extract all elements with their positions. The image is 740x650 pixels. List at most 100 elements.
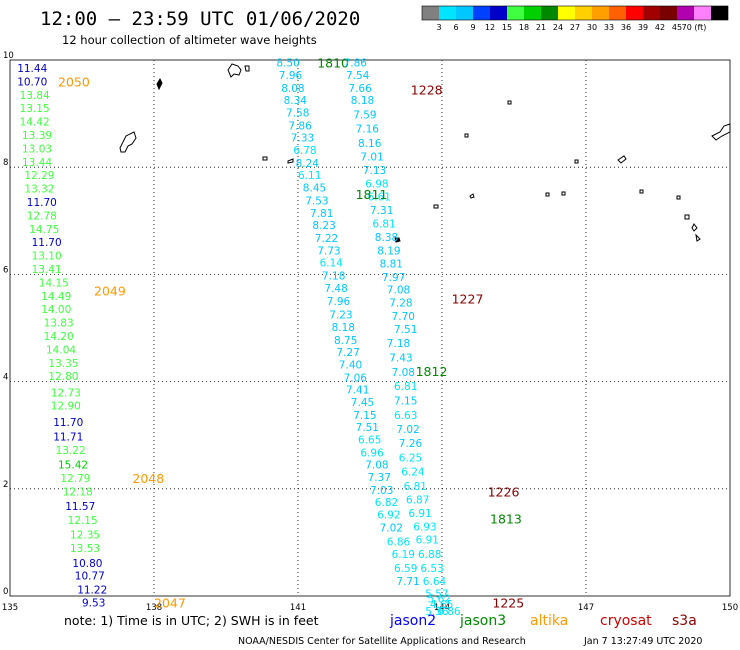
units-note: note: 1) Time is in UTC; 2) SWH is in fe… [64, 613, 319, 628]
pass-number-label: 1228 [411, 82, 443, 97]
wave-height-value: 13.41 [32, 264, 62, 276]
color-swatch [456, 6, 473, 20]
wave-height-value: 7.28 [389, 297, 412, 309]
wave-height-value: 6.98 [365, 178, 388, 190]
longitude-tick-label: 141 [290, 603, 306, 613]
wave-height-value: 13.10 [32, 251, 62, 263]
credit-organization: NOAA/NESDIS Center for Satellite Applica… [238, 636, 526, 647]
color-scale-label: 70 (ft) [682, 23, 707, 32]
color-swatch [524, 6, 541, 20]
color-scale-label: 3 [436, 23, 441, 32]
wave-height-value: 12.73 [51, 387, 81, 399]
islet-7 [617, 155, 627, 164]
wave-height-value: 12.35 [70, 529, 100, 541]
wave-height-value: 7.97 [382, 272, 405, 284]
islet-6 [574, 159, 579, 164]
islet-2 [287, 158, 294, 164]
wave-height-value: 13.35 [48, 358, 78, 370]
wave-height-value: 11.71 [53, 431, 83, 443]
pass-number-label: 2048 [132, 471, 164, 486]
longitude-tick-label: 147 [578, 603, 594, 613]
color-swatch [609, 6, 626, 20]
wave-height-value: 8.08 [281, 83, 304, 95]
islet-3 [394, 237, 401, 243]
wave-height-value: 6.96 [360, 447, 384, 459]
wave-height-value: 12.29 [24, 170, 54, 182]
wave-height-value: 8.50 [276, 58, 299, 70]
wave-height-value: 7.37 [368, 472, 391, 484]
latitude-tick-label: 0 [3, 587, 8, 597]
color-swatch [490, 6, 507, 20]
wave-height-value: 5.62 [428, 594, 451, 606]
wave-height-value: 6.14 [320, 258, 344, 270]
legend-cryosat: cryosat [600, 613, 652, 629]
latitude-tick-label: 2 [3, 480, 8, 490]
wave-height-value: 6.64 [423, 576, 447, 588]
color-scale-label: 6 [453, 23, 458, 32]
wave-height-value: 7.71 [396, 576, 419, 588]
wave-height-value: 14.75 [29, 224, 59, 236]
wave-height-value: 6.92 [377, 510, 400, 522]
color-swatch [694, 6, 711, 20]
wave-height-value: 7.96 [279, 70, 303, 82]
color-scale-bar: 3 6 9 12 15 18 21 24 27 30 33 36 39 42 45 70 (ft) [421, 5, 729, 32]
wave-height-value: 6.25 [399, 453, 422, 465]
color-swatch [626, 6, 643, 20]
pass-number-label: 1810 [317, 56, 349, 71]
wave-height-value: 7.48 [324, 283, 347, 295]
wave-height-value: 7.26 [399, 438, 423, 450]
wave-height-value: 6.91 [416, 535, 439, 547]
wave-height-value: 7.08 [365, 460, 388, 472]
color-swatch [643, 6, 660, 20]
map-frame [9, 59, 731, 597]
wave-height-value: 14.00 [41, 304, 71, 316]
latitude-tick-label: 6 [3, 265, 8, 275]
wave-height-value: 10.77 [75, 571, 105, 583]
wave-height-value: 6.81 [372, 218, 395, 230]
color-swatch [473, 6, 490, 20]
wave-height-value: 7.51 [394, 324, 417, 336]
wave-height-value: 7.15 [394, 395, 417, 407]
wave-height-value: 13.83 [44, 318, 74, 330]
wave-height-value: 7.08 [387, 284, 410, 296]
wave-height-value: 8.24 [296, 158, 320, 170]
wave-height-value: 12.15 [68, 515, 98, 527]
wave-height-value: 8.18 [332, 322, 355, 334]
wave-height-value: 7.18 [322, 270, 345, 282]
wave-height-value: 6.78 [293, 145, 316, 157]
color-scale-label: 30 [587, 23, 597, 32]
wave-height-value: 7.08 [392, 367, 415, 379]
legend-s3a: s3a [672, 613, 697, 629]
wave-height-value: 7.40 [339, 359, 362, 371]
wave-height-value: 6.65 [358, 434, 381, 446]
wave-height-value: 6.86 [437, 606, 461, 618]
color-swatch [575, 6, 592, 20]
wave-height-value: 14.15 [39, 277, 69, 289]
color-swatch [507, 6, 524, 20]
color-scale-label: 45 [672, 23, 682, 32]
island-east-coast [711, 123, 731, 141]
wave-height-value: 13.84 [20, 90, 50, 102]
wave-height-value: 7.73 [317, 245, 340, 257]
wave-height-value: 7.58 [286, 108, 309, 120]
legend-altika: altika [530, 613, 568, 629]
pass-number-label: 1812 [416, 364, 448, 379]
color-scale-label: 9 [470, 23, 475, 32]
wave-height-value: 9.53 [82, 597, 105, 609]
wave-height-value: 14.42 [20, 117, 50, 129]
color-swatch [541, 6, 558, 20]
pass-number-label: 1811 [356, 187, 388, 202]
islet-11 [561, 191, 566, 196]
islet-8 [433, 204, 439, 209]
wave-height-value: 6.61 [368, 192, 391, 204]
pass-number-label: 2049 [94, 283, 126, 298]
wave-height-value: 7.54 [346, 70, 370, 82]
longitude-tick-label: 144 [434, 603, 450, 613]
wave-height-value: 13.53 [70, 543, 100, 555]
map-subtitle: 12 hour collection of altimeter wave hei… [62, 33, 317, 47]
color-swatch [592, 6, 609, 20]
wave-height-value: 8.34 [284, 95, 308, 107]
wave-height-value: 7.59 [353, 110, 376, 122]
longitude-tick-label: 135 [2, 603, 18, 613]
wave-height-value: 7.96 [327, 296, 351, 308]
